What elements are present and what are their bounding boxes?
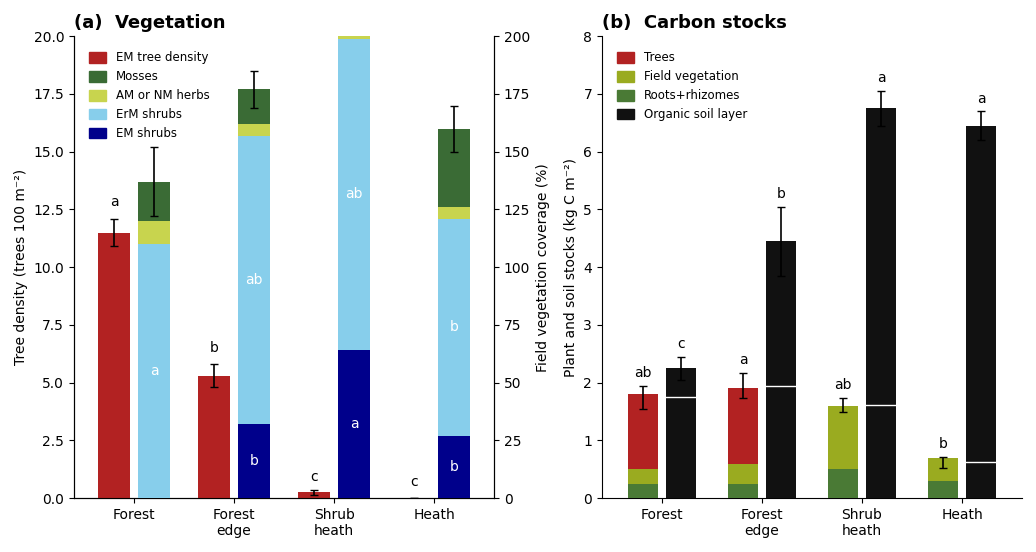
Text: (a)  Vegetation: (a) Vegetation: [74, 14, 226, 32]
Text: a: a: [149, 364, 159, 378]
Bar: [438, 436, 470, 498]
Bar: [728, 464, 758, 484]
Bar: [828, 469, 858, 498]
Bar: [438, 129, 470, 207]
Bar: [238, 89, 270, 124]
Bar: [338, 0, 370, 27]
Text: b: b: [777, 187, 785, 201]
Bar: [967, 126, 996, 498]
Bar: [138, 182, 170, 221]
Legend: Trees, Field vegetation, Roots+rhizomes, Organic soil layer: Trees, Field vegetation, Roots+rhizomes,…: [612, 47, 752, 126]
Text: a: a: [876, 71, 886, 86]
Bar: [298, 492, 330, 498]
Text: ab: ab: [834, 378, 852, 392]
Y-axis label: Tree density (trees 100 m⁻²): Tree density (trees 100 m⁻²): [13, 169, 28, 365]
Text: c: c: [678, 337, 685, 351]
Text: b: b: [450, 320, 459, 335]
Text: a: a: [350, 417, 358, 431]
Legend: EM tree density, Mosses, AM or NM herbs, ErM shrubs, EM shrubs: EM tree density, Mosses, AM or NM herbs,…: [84, 47, 214, 145]
Bar: [666, 368, 696, 498]
Y-axis label: Field vegetation coverage (%): Field vegetation coverage (%): [536, 163, 550, 371]
Bar: [338, 39, 370, 351]
Text: ab: ab: [634, 366, 652, 380]
Text: c: c: [310, 470, 318, 484]
Text: a: a: [110, 195, 118, 209]
Bar: [338, 351, 370, 498]
Text: a: a: [739, 353, 747, 367]
Bar: [766, 241, 796, 498]
Bar: [866, 108, 896, 498]
Bar: [728, 484, 758, 498]
Bar: [238, 136, 270, 424]
Bar: [728, 389, 758, 464]
Text: b: b: [250, 454, 258, 468]
Bar: [138, 244, 170, 498]
Text: b: b: [939, 437, 948, 451]
Bar: [238, 424, 270, 498]
Bar: [928, 458, 958, 481]
Text: ab: ab: [345, 188, 363, 201]
Text: b: b: [209, 341, 219, 355]
Text: (b)  Carbon stocks: (b) Carbon stocks: [602, 14, 786, 32]
Bar: [98, 232, 130, 498]
Bar: [828, 406, 858, 469]
Text: a: a: [977, 92, 985, 105]
Bar: [238, 124, 270, 136]
Bar: [928, 481, 958, 498]
Bar: [198, 376, 230, 498]
Text: ab: ab: [246, 273, 263, 287]
Bar: [438, 207, 470, 219]
Bar: [438, 219, 470, 436]
Bar: [628, 394, 658, 469]
Bar: [138, 221, 170, 244]
Text: c: c: [410, 475, 418, 489]
Bar: [628, 469, 658, 484]
Bar: [338, 27, 370, 39]
Bar: [628, 484, 658, 498]
Y-axis label: Plant and soil stocks (kg C m⁻²): Plant and soil stocks (kg C m⁻²): [564, 158, 578, 376]
Text: b: b: [450, 460, 459, 474]
